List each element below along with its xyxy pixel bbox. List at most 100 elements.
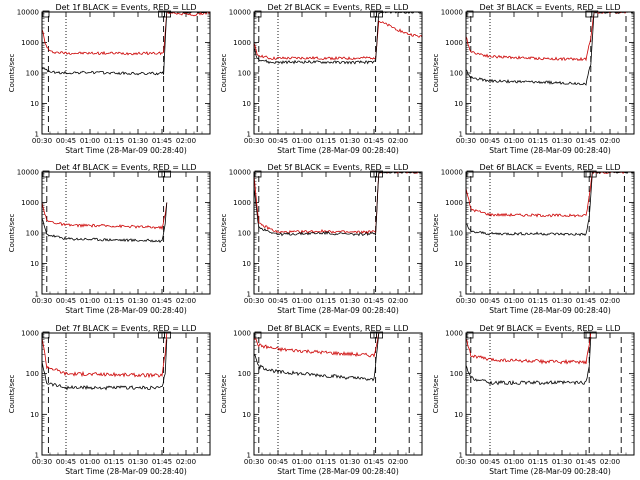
x-tick-label: 02:00 (388, 137, 408, 145)
y-tick-label: 100 (26, 370, 39, 378)
x-tick-label: 00:45 (480, 297, 500, 305)
events-series-line (42, 339, 168, 391)
x-tick-label: 01:45 (576, 297, 596, 305)
flare-flag-marker (376, 10, 384, 18)
x-tick-label: 01:15 (104, 297, 124, 305)
x-tick-label: 00:30 (456, 297, 476, 305)
x-tick-label: 01:00 (292, 458, 312, 466)
x-tick-label: 00:30 (32, 458, 52, 466)
y-tick-label: 1 (459, 131, 463, 139)
y-axis-label: Counts/sec (432, 54, 440, 93)
flare-flag-marker (164, 170, 172, 178)
y-axis-label: Counts/sec (220, 214, 228, 253)
x-tick-label: 01:45 (576, 458, 596, 466)
x-tick-label: 01:00 (504, 137, 524, 145)
y-tick-label: 100 (238, 230, 251, 238)
panel-title: Det 8f BLACK = Events, RED = LLD (267, 324, 408, 333)
x-tick-label: 01:00 (80, 458, 100, 466)
x-axis-label: Start Time (28-Mar-09 00:28:40) (65, 467, 187, 476)
events-series-line (466, 12, 634, 86)
x-axis-label: Start Time (28-Mar-09 00:28:40) (489, 306, 611, 315)
x-tick-label: 01:15 (104, 458, 124, 466)
x-tick-label: 01:15 (104, 137, 124, 145)
x-tick-label: 01:45 (364, 137, 384, 145)
flare-flag-marker (591, 10, 599, 18)
y-tick-label: 100 (26, 230, 39, 238)
x-tick-label: 01:00 (292, 297, 312, 305)
lld-series-line (254, 20, 422, 61)
x-tick-label: 02:00 (176, 297, 196, 305)
x-tick-label: 00:45 (56, 297, 76, 305)
y-tick-label: 100 (26, 70, 39, 78)
x-tick-label: 01:30 (128, 297, 148, 305)
x-tick-label: 00:30 (244, 458, 264, 466)
x-tick-label: 02:00 (600, 458, 620, 466)
x-tick-label: 00:30 (32, 297, 52, 305)
x-tick-label: 01:30 (552, 297, 572, 305)
start-flag-marker (254, 10, 262, 18)
lld-series-line (42, 201, 168, 231)
lld-series-line (466, 333, 592, 365)
x-tick-label: 02:00 (600, 137, 620, 145)
y-tick-label: 100 (450, 370, 463, 378)
y-tick-label: 10 (242, 411, 251, 419)
y-axis-label: Counts/sec (8, 375, 16, 414)
y-tick-label: 10000 (229, 9, 251, 17)
x-tick-label: 00:30 (244, 137, 264, 145)
panel-title: Det 4f BLACK = Events, RED = LLD (55, 163, 196, 172)
panel-det-5: Det 5f BLACK = Events, RED = LLD Counts/s… (220, 163, 423, 315)
panel-det-6: Det 6f BLACK = Events, RED = LLD Counts/s… (432, 163, 635, 315)
y-tick-label: 1000 (233, 199, 251, 207)
x-tick-label: 01:00 (80, 297, 100, 305)
x-axis-label: Start Time (28-Mar-09 00:28:40) (489, 467, 611, 476)
panel-title: Det 3f BLACK = Events, RED = LLD (479, 3, 620, 12)
panel-title: Det 6f BLACK = Events, RED = LLD (479, 163, 620, 172)
x-axis-label: Start Time (28-Mar-09 00:28:40) (277, 146, 399, 155)
x-axis-label: Start Time (28-Mar-09 00:28:40) (489, 146, 611, 155)
x-tick-label: 01:15 (316, 458, 336, 466)
x-tick-label: 01:30 (128, 137, 148, 145)
panel-title: Det 1f BLACK = Events, RED = LLD (55, 3, 196, 12)
x-tick-label: 01:30 (340, 137, 360, 145)
x-tick-label: 00:30 (456, 458, 476, 466)
start-flag-marker (254, 331, 262, 339)
y-tick-label: 1 (247, 131, 251, 139)
x-tick-label: 01:30 (340, 297, 360, 305)
start-flag-marker (466, 170, 474, 178)
y-tick-label: 1000 (445, 39, 463, 47)
panel-title: Det 7f BLACK = Events, RED = LLD (55, 324, 196, 333)
x-tick-label: 01:00 (504, 458, 524, 466)
y-tick-label: 10 (242, 100, 251, 108)
y-tick-label: 1 (247, 291, 251, 299)
x-tick-label: 00:45 (480, 458, 500, 466)
x-tick-label: 01:30 (552, 458, 572, 466)
x-tick-label: 01:30 (340, 458, 360, 466)
x-tick-label: 01:45 (364, 458, 384, 466)
y-tick-label: 100 (238, 70, 251, 78)
start-flag-marker (466, 10, 474, 18)
x-tick-label: 01:30 (128, 458, 148, 466)
lld-series-line (254, 172, 422, 235)
y-tick-label: 1 (35, 291, 39, 299)
plot-frame (465, 171, 635, 295)
lld-series-line (254, 333, 380, 358)
start-flag-marker (42, 331, 50, 339)
panel-det-3: Det 3f BLACK = Events, RED = LLD Counts/s… (432, 3, 635, 155)
lld-series-line (42, 333, 168, 379)
start-flag-marker (254, 170, 262, 178)
x-tick-label: 01:00 (292, 137, 312, 145)
y-tick-label: 10 (242, 260, 251, 268)
panel-det-2: Det 2f BLACK = Events, RED = LLD Counts/s… (220, 3, 423, 155)
y-tick-label: 10 (30, 411, 39, 419)
start-flag-marker (42, 170, 50, 178)
lld-series-line (466, 172, 634, 218)
panel-det-9: Det 9f BLACK = Events, RED = LLD Counts/s… (432, 324, 635, 476)
x-tick-label: 00:45 (268, 137, 288, 145)
x-tick-label: 01:45 (152, 458, 172, 466)
y-axis-label: Counts/sec (8, 54, 16, 93)
x-tick-label: 01:15 (316, 137, 336, 145)
x-tick-label: 01:15 (528, 458, 548, 466)
y-tick-label: 1000 (21, 199, 39, 207)
y-tick-label: 10 (454, 260, 463, 268)
x-tick-label: 02:00 (176, 137, 196, 145)
